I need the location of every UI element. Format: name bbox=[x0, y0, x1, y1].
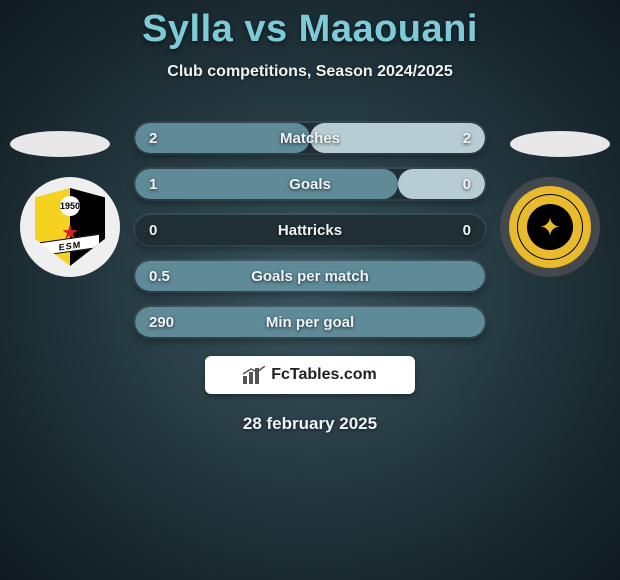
platform-left bbox=[10, 131, 110, 157]
brand-badge[interactable]: FcTables.com bbox=[205, 356, 415, 394]
stat-row: 2Matches2 bbox=[135, 123, 485, 153]
stat-value-right: 0 bbox=[463, 222, 471, 239]
comparison-date: 28 february 2025 bbox=[0, 414, 620, 434]
stat-row: 290Min per goal bbox=[135, 307, 485, 337]
stat-label: Goals per match bbox=[135, 268, 485, 285]
stat-label: Goals bbox=[135, 176, 485, 193]
stat-label: Matches bbox=[135, 130, 485, 147]
stat-row: 0Hattricks0 bbox=[135, 215, 485, 245]
stat-value-right: 2 bbox=[463, 130, 471, 147]
page-title: Sylla vs Maaouani bbox=[0, 0, 620, 51]
crest-year: 1950 bbox=[60, 196, 80, 216]
stat-row: 1Goals0 bbox=[135, 169, 485, 199]
stat-label: Hattricks bbox=[135, 222, 485, 239]
crest-label: ESM bbox=[40, 234, 100, 256]
platform-right bbox=[510, 131, 610, 157]
comparison-arena: 1950 ★ ESM ✦ 2Matches21Goals00Hattricks0… bbox=[0, 113, 620, 353]
stats-column: 2Matches21Goals00Hattricks00.5Goals per … bbox=[135, 123, 485, 353]
shield-usbg-icon: ✦ bbox=[509, 186, 591, 268]
stat-row: 0.5Goals per match bbox=[135, 261, 485, 291]
shield-esm-icon: 1950 ★ ESM bbox=[35, 188, 105, 266]
brand-text: FcTables.com bbox=[271, 366, 377, 384]
bar-chart-icon bbox=[243, 366, 265, 384]
stat-value-right: 0 bbox=[463, 176, 471, 193]
footer-spacer bbox=[0, 434, 620, 574]
subtitle: Club competitions, Season 2024/2025 bbox=[0, 63, 620, 81]
club-crest-left: 1950 ★ ESM bbox=[20, 177, 120, 277]
stat-label: Min per goal bbox=[135, 314, 485, 331]
eagle-icon: ✦ bbox=[539, 212, 561, 243]
club-crest-right: ✦ bbox=[500, 177, 600, 277]
